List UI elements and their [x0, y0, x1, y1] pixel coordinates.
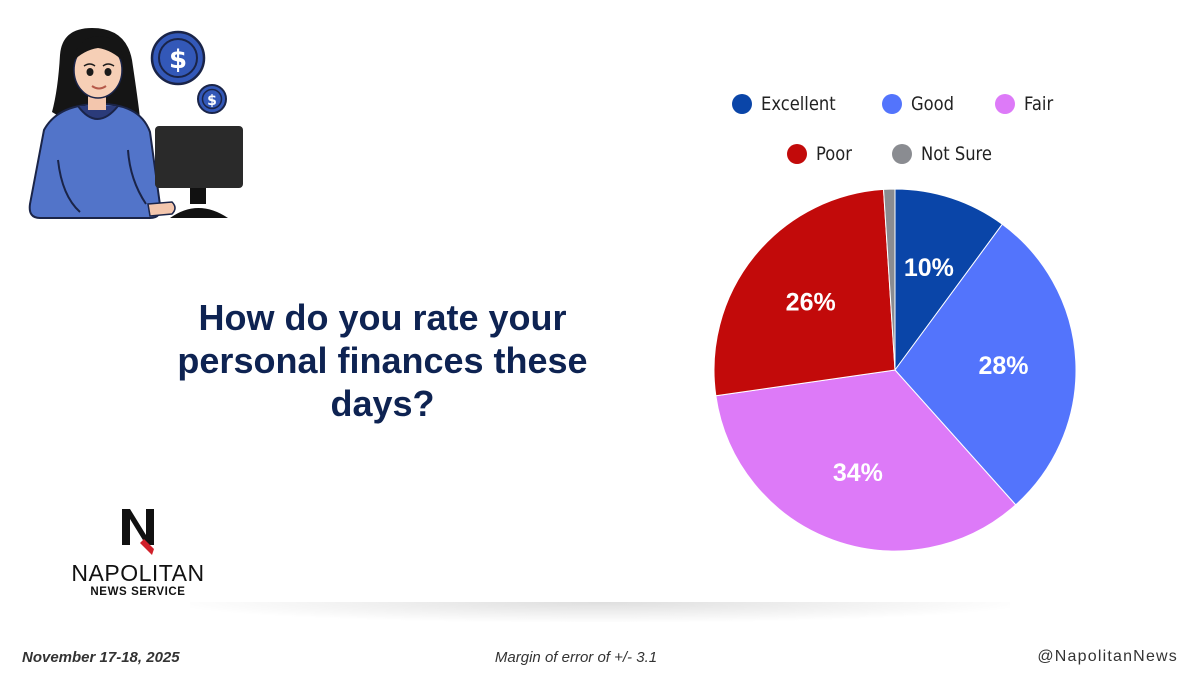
- margin-of-error: Margin of error of +/- 3.1: [494, 649, 658, 666]
- logo-name: NAPOLITAN: [71, 560, 205, 586]
- pie-slice-not-sure: [882, 188, 896, 371]
- pie-label-fair: 34%: [833, 459, 883, 487]
- legend-item-not-sure: Not Sure: [891, 143, 1004, 165]
- svg-text:$: $: [169, 45, 187, 75]
- legend-label-poor: Poor: [815, 143, 852, 165]
- legend-label-not-sure: Not Sure: [920, 143, 992, 165]
- social-handle: @NapolitanNews: [1037, 648, 1178, 665]
- legend-item-fair: Fair: [994, 93, 1058, 115]
- chart-legend: Excellent Good Fair Poor Not Sure: [700, 88, 1090, 188]
- legend-swatch-not-sure: [891, 144, 912, 164]
- pie-slice-good: [894, 223, 1077, 506]
- pie-label-excellent: 10%: [904, 254, 954, 282]
- legend-item-poor: Poor: [786, 143, 858, 165]
- woman-at-computer-with-dollar-coins-icon: $ $: [0, 0, 260, 230]
- legend-swatch-excellent: [732, 94, 753, 114]
- legend-label-excellent: Excellent: [761, 93, 836, 115]
- legend-item-excellent: Excellent: [732, 93, 848, 115]
- legend-label-fair: Fair: [1023, 93, 1054, 115]
- legend-label-good: Good: [910, 93, 954, 115]
- logo-subtitle: NEWS SERVICE: [90, 586, 186, 598]
- pie-slice-excellent: [894, 188, 1004, 372]
- legend-swatch-poor: [786, 144, 807, 164]
- poll-date: November 17-18, 2025: [22, 649, 180, 666]
- napolitan-logo: NAPOLITAN NEWS SERVICE: [58, 505, 218, 605]
- pie-slice-poor: [713, 188, 896, 397]
- svg-text:$: $: [207, 93, 217, 109]
- legend-row-2: Poor Not Sure: [700, 138, 1090, 170]
- poll-question-title: How do you rate your personal finances t…: [177, 297, 588, 424]
- legend-item-good: Good: [881, 93, 961, 115]
- legend-swatch-fair: [994, 94, 1015, 114]
- napolitan-n-mark-icon: [122, 509, 154, 555]
- legend-row-1: Excellent Good Fair: [700, 88, 1090, 120]
- legend-swatch-good: [881, 94, 902, 114]
- pie-chart: 10% 28% 34% 26%: [713, 188, 1077, 552]
- pie-label-poor: 26%: [786, 289, 836, 317]
- divider-shadow: [190, 602, 1010, 622]
- pie-slice-fair: [715, 369, 1017, 552]
- pie-label-good: 28%: [978, 352, 1028, 380]
